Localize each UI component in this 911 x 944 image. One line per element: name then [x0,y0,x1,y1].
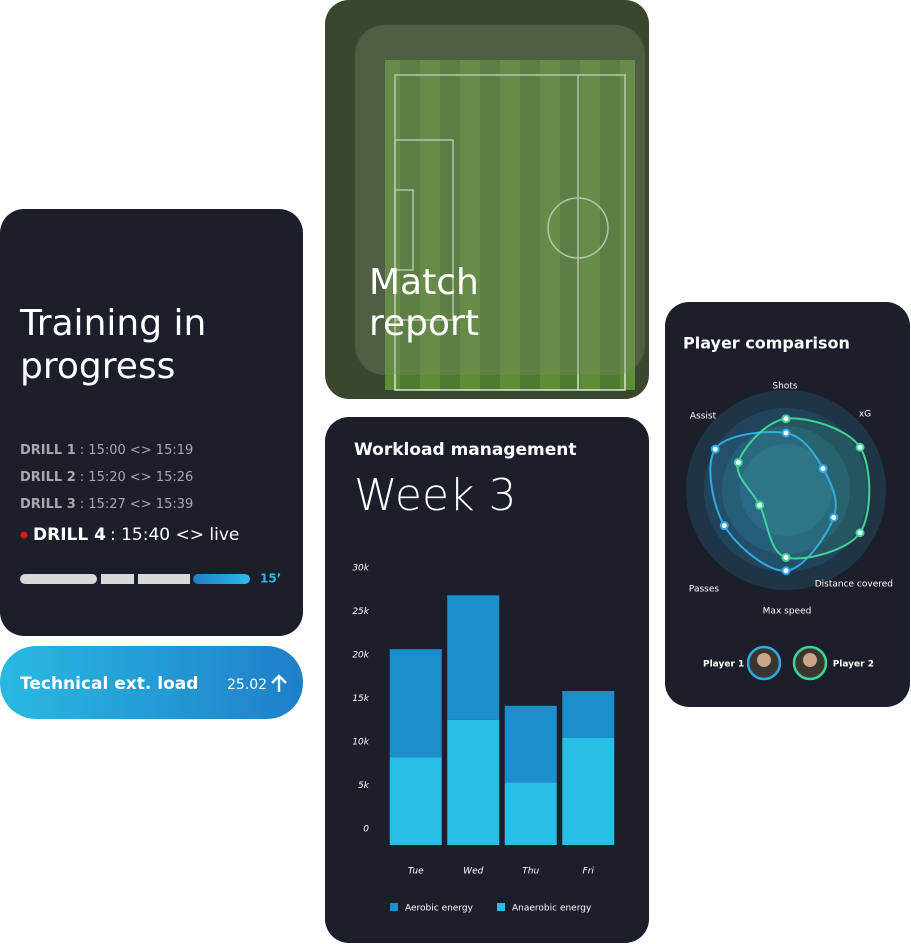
radar-point [719,521,729,531]
training-title: progress [20,346,175,387]
drill-time: : 15:00 <> 15:19 [80,443,194,458]
chart-subtitle: Week 3 [354,470,517,521]
avatar-face [803,653,817,667]
legend-label: Player 2 [833,660,874,670]
pitch [385,60,635,390]
bar-chart: 0 5k 10k 15k 20k 25k 30k Tue Wed Thu Fri Aerobic en… [352,564,615,914]
progress-segment-active [193,574,250,584]
bar-segment [447,719,500,845]
legend-label: Player 1 [703,660,744,670]
axis-label: Distance covered [815,580,893,590]
chart-title: Player comparison [683,334,850,353]
y-tick-label: 0 [363,825,369,835]
y-tick-label: 5k [358,781,370,791]
radar-chart: Shots xG Distance covered Max speed Passes As… [686,382,893,681]
drill-row: DRILL 1 : 15:00 <> 15:19 [20,443,193,458]
axis-label: Assist [690,412,717,422]
drill-time: : 15:40 <> live [110,525,239,545]
up-arrow-icon [271,674,287,692]
progress-segment [138,574,190,584]
axis-label: Shots [772,382,797,392]
radar-point [818,464,828,474]
drill-label: DRILL 1 [20,443,76,458]
bar-segment [504,705,557,783]
radar-point [755,500,765,510]
chart-title: Workload management [354,440,577,460]
bar-segment [447,595,500,720]
axis-label: Passes [689,585,719,595]
legend-label: Aerobic energy [405,904,474,914]
radar-point [781,428,791,438]
radar-point [829,513,839,523]
legend-swatch [390,903,398,911]
bar-segment [562,737,615,845]
y-tick-label: 15k [352,694,369,704]
match-title: Match [369,262,479,303]
drill-row: DRILL 4: 15:40 <> live [33,525,239,545]
radar-point [855,442,865,452]
training-card [0,209,303,636]
drill-list: DRILL 1 : 15:00 <> 15:19 DRILL 2 : 15:20 <>… [20,443,239,546]
drill-label: DRILL 4 [33,525,106,545]
load-value: 25.02 [227,677,267,693]
legend-swatch [497,903,505,911]
bar-segment [389,649,442,758]
radar-point [781,566,791,576]
overlay [355,25,645,375]
radar-point [733,457,743,467]
bar-segment [562,691,615,738]
load-button[interactable] [0,646,303,719]
pitch-lines [394,74,626,391]
y-tick-label: 10k [352,738,369,748]
bar-segment [504,782,557,845]
x-tick-label: Tue [408,867,424,877]
axis-label: Max speed [763,607,812,617]
y-tick-label: 20k [352,651,369,661]
axis-label: xG [859,410,871,420]
live-dot [20,531,28,539]
radar-point [855,528,865,538]
bar-segment [389,757,442,845]
x-tick-label: Thu [522,867,539,877]
radar-point [710,444,720,454]
drill-row: DRILL 2 : 15:20 <> 15:26 [20,470,193,485]
progress-label: 15’ [260,572,281,586]
legend-label: Anaerobic energy [512,904,592,914]
drill-time: : 15:20 <> 15:26 [80,470,194,485]
drill-time: : 15:27 <> 15:39 [80,497,194,512]
radar-point [781,552,791,562]
x-tick-label: Fri [583,867,595,877]
match-card[interactable] [325,0,649,399]
progress-segment [101,574,134,584]
y-tick-label: 25k [352,607,369,617]
load-label: Technical ext. load [20,674,198,694]
drill-label: DRILL 3 [20,497,76,512]
progress-segment [20,574,97,584]
match-title: report [369,303,479,344]
x-tick-label: Wed [463,867,483,877]
drill-row: DRILL 3 : 15:27 <> 15:39 [20,497,193,512]
drill-label: DRILL 2 [20,470,76,485]
training-title: Training in [19,303,206,344]
avatar-face [757,653,771,667]
radar-point [781,414,791,424]
y-tick-label: 30k [352,564,369,574]
